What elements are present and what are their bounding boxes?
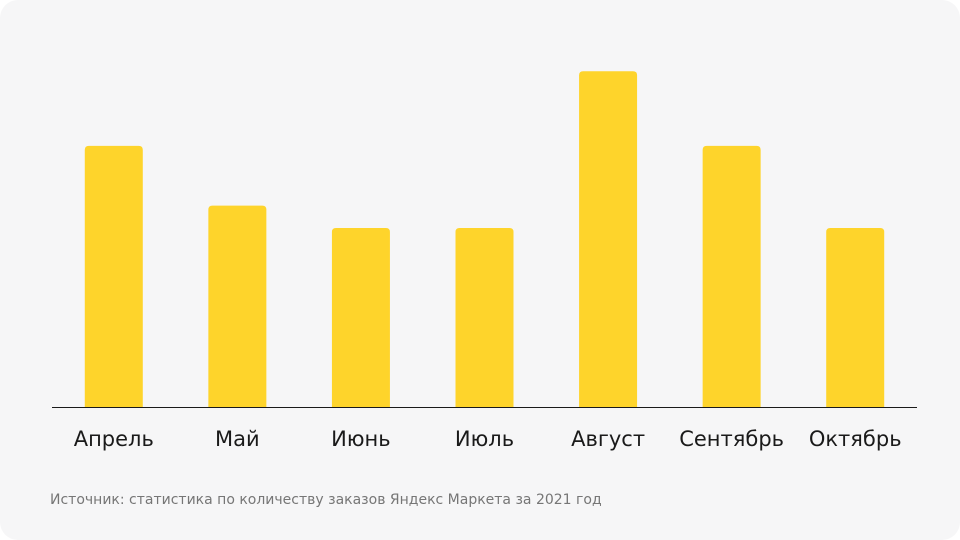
x-tick-labels-group: Апрель Май Июнь Июль Август Сентябрь Октябрь bbox=[74, 427, 902, 451]
x-tick-label: Май bbox=[215, 427, 260, 451]
x-tick-label: Октябрь bbox=[809, 427, 902, 451]
x-tick-label: Апрель bbox=[74, 427, 154, 451]
bar-1 bbox=[84, 145, 143, 407]
bar-3 bbox=[331, 227, 390, 407]
x-tick-label: Июль bbox=[455, 427, 514, 451]
x-tick-label: Июнь bbox=[331, 427, 391, 451]
bar-4 bbox=[455, 227, 514, 407]
x-tick-label: Август bbox=[571, 427, 645, 451]
bars-group bbox=[84, 71, 885, 408]
bar-5 bbox=[579, 71, 638, 408]
bar-6 bbox=[702, 145, 761, 407]
bar-2 bbox=[208, 205, 267, 407]
bar-7 bbox=[826, 227, 885, 407]
x-tick-label: Сентябрь bbox=[679, 427, 784, 451]
source-note: Источник: статистика по количеству заказ… bbox=[50, 492, 602, 508]
